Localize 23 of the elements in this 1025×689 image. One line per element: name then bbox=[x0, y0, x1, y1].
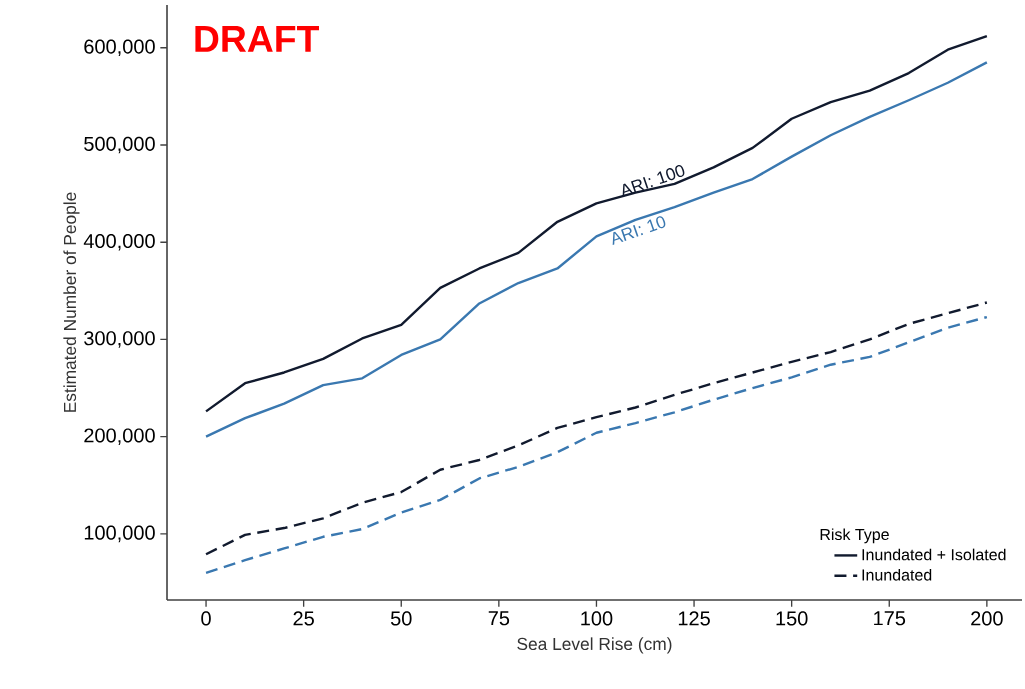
annotation: DRAFT bbox=[195, 26, 319, 52]
legend-label: Inundated bbox=[862, 568, 932, 581]
legend-label: Inundated + Isolated bbox=[862, 548, 1006, 561]
x-tick-label: 125 bbox=[678, 611, 710, 626]
y-tick-label: 200,000 bbox=[84, 428, 155, 445]
x-tick-label: 75 bbox=[488, 611, 510, 626]
y-tick-label: 600,000 bbox=[84, 39, 155, 57]
y-tick-label: 100,000 bbox=[84, 525, 155, 543]
annotation: ARI: 100 bbox=[622, 164, 685, 198]
y-tick-label: 400,000 bbox=[83, 233, 155, 251]
x-tick-label: 200 bbox=[971, 611, 1003, 626]
annotation: ARI: 10 bbox=[612, 216, 666, 246]
x-tick-label: 25 bbox=[293, 611, 314, 626]
x-tick-label: 175 bbox=[874, 611, 906, 626]
legend-title: Risk Type bbox=[820, 528, 889, 544]
y-axis-title: Estimated Number of People bbox=[63, 192, 80, 412]
x-tick-label: 0 bbox=[201, 611, 211, 626]
x-tick-label: 50 bbox=[390, 611, 412, 626]
y-tick-label: 500,000 bbox=[84, 136, 155, 154]
x-tick-label: 100 bbox=[581, 611, 613, 626]
x-tick-label: 150 bbox=[776, 611, 808, 626]
y-tick-label: 300,000 bbox=[84, 331, 155, 348]
x-axis-title: Sea Level Rise (cm) bbox=[517, 637, 672, 654]
